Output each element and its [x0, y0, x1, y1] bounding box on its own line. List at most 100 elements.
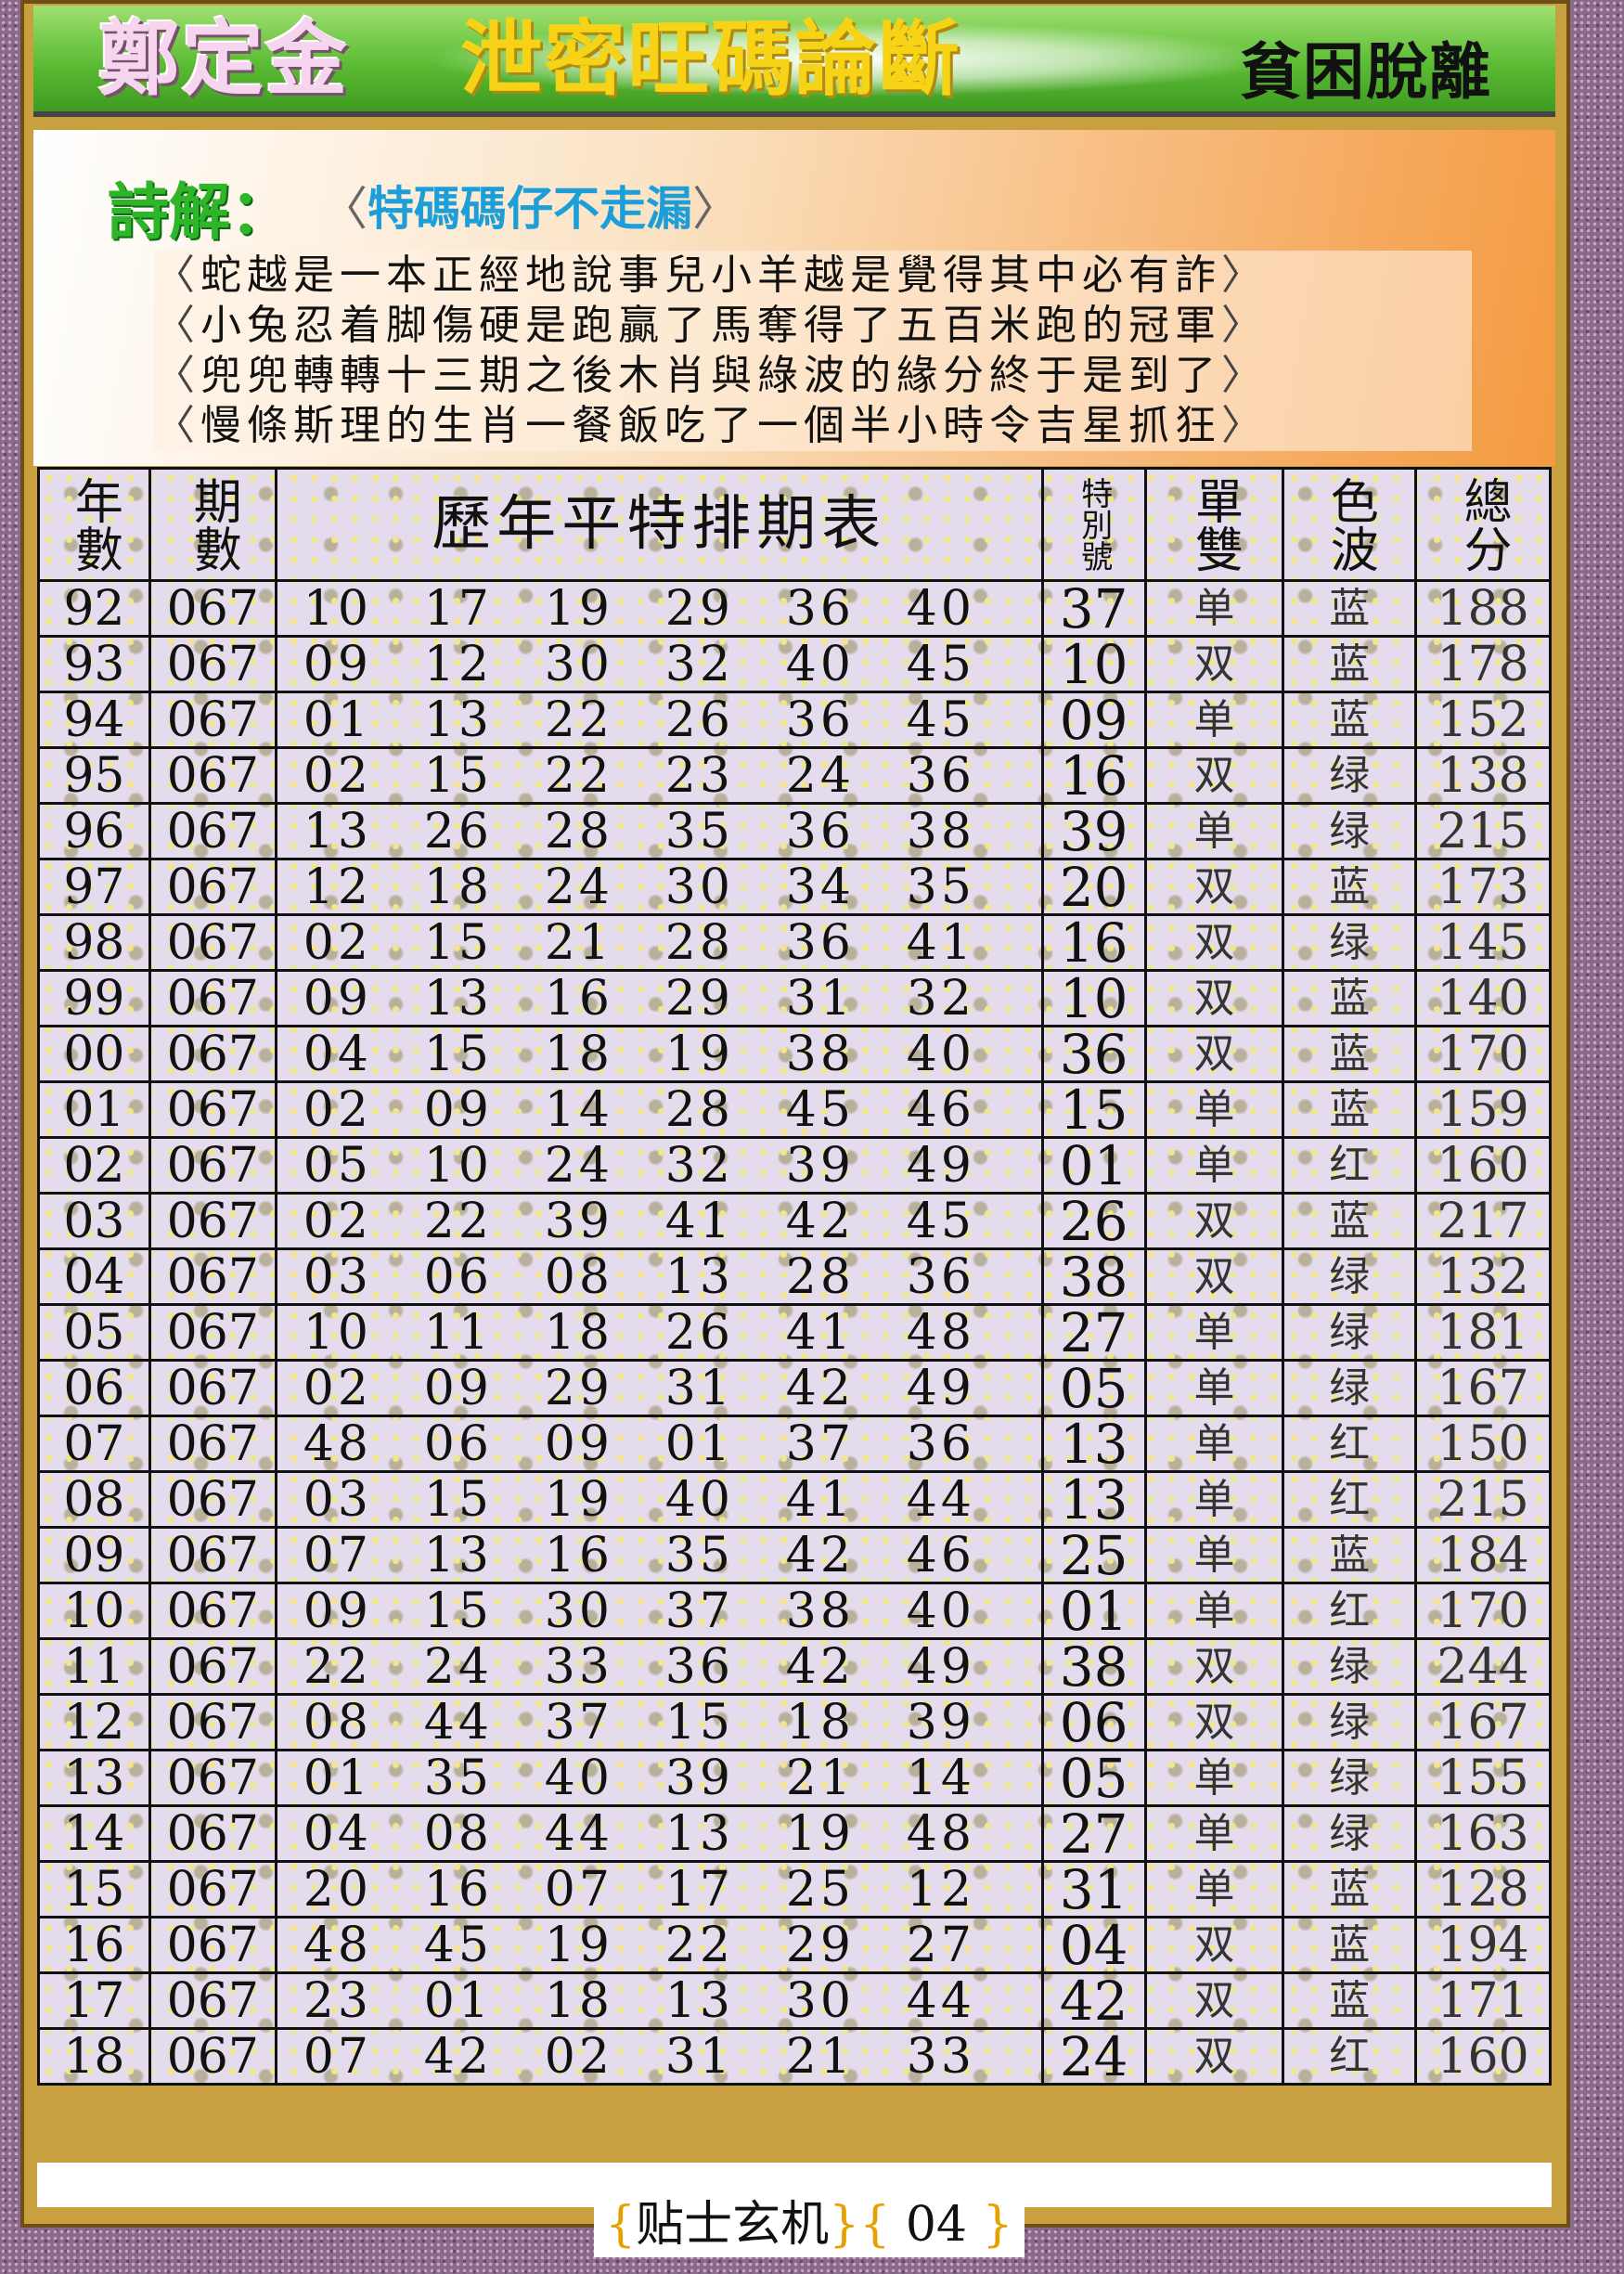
number: 08 — [423, 1805, 493, 1862]
number: 39 — [906, 1694, 975, 1751]
year-cell: 18 — [37, 2027, 151, 2086]
number: 24 — [544, 1137, 613, 1194]
year-cell: 15 — [37, 1860, 151, 1919]
number: 10 — [303, 580, 372, 637]
table-row: 08 067 03 15 19 40 41 44 13 单红 215 — [37, 1470, 1552, 1529]
number: 09 — [303, 636, 372, 692]
number: 42 — [785, 1193, 855, 1249]
number: 40 — [906, 1583, 975, 1639]
color-wave-cell: 红 — [1282, 1470, 1418, 1529]
number: 15 — [423, 1471, 493, 1528]
number: 16 — [544, 970, 613, 1027]
number: 34 — [785, 859, 855, 915]
number: 44 — [544, 1805, 613, 1862]
total-cell: 138 — [1414, 746, 1552, 805]
table-header-row: 年數 期數 歷年平特排期表 特別號 單雙 色波 總分 — [37, 467, 1552, 582]
numbers-cell: 48 06 09 01 37 36 — [274, 1415, 1044, 1473]
number: 46 — [906, 1081, 975, 1138]
number: 42 — [785, 1638, 855, 1695]
numbers-cell: 07 13 16 35 42 46 — [274, 1526, 1044, 1584]
number: 44 — [906, 1972, 975, 2029]
number: 25 — [785, 1861, 855, 1918]
poem-line: 小兔忍着脚傷硬是跑贏了馬奪得了五百米跑的冠軍 — [154, 301, 1472, 351]
color-wave-cell: 红 — [1282, 1415, 1418, 1473]
numbers-cell: 02 09 29 31 42 49 — [274, 1359, 1044, 1417]
issue-cell: 067 — [148, 1693, 277, 1751]
total-cell: 160 — [1414, 1136, 1552, 1195]
number: 48 — [906, 1304, 975, 1361]
number: 19 — [544, 1917, 613, 1973]
number: 04 — [303, 1026, 372, 1082]
number: 26 — [664, 1304, 734, 1361]
number: 10 — [423, 1137, 493, 1194]
total-cell: 152 — [1414, 691, 1552, 749]
total-cell: 163 — [1414, 1804, 1552, 1863]
special-number-cell: 31 — [1040, 1860, 1147, 1919]
table-row: 06 067 02 09 29 31 42 49 05 单绿 167 — [37, 1359, 1552, 1417]
number: 22 — [303, 1638, 372, 1695]
numbers-cell: 12 18 24 30 34 35 — [274, 858, 1044, 916]
special-number-cell: 13 — [1040, 1470, 1147, 1529]
number: 41 — [785, 1304, 855, 1361]
number: 45 — [906, 1193, 975, 1249]
number: 49 — [906, 1638, 975, 1695]
special-number-cell: 10 — [1040, 969, 1147, 1027]
total-cell: 215 — [1414, 802, 1552, 860]
odd-even-cell: 单 — [1143, 1415, 1285, 1473]
total-cell: 167 — [1414, 1693, 1552, 1751]
numbers-cell: 04 15 18 19 38 40 — [274, 1025, 1044, 1083]
total-cell: 184 — [1414, 1526, 1552, 1584]
number: 15 — [664, 1694, 734, 1751]
table-row: 00 067 04 15 18 19 38 40 36 双蓝 170 — [37, 1025, 1552, 1083]
color-wave-cell: 蓝 — [1282, 635, 1418, 693]
special-number-cell: 27 — [1040, 1303, 1147, 1362]
year-cell: 03 — [37, 1192, 151, 1250]
year-cell: 98 — [37, 913, 151, 972]
header-special: 特別號 — [1040, 467, 1147, 582]
number: 31 — [785, 970, 855, 1027]
special-number-cell: 42 — [1040, 1971, 1147, 2030]
header-banner: 鄭定金 泄密旺碼論斷 貧困脫離 — [33, 6, 1555, 117]
odd-even-cell: 单 — [1143, 1136, 1285, 1195]
issue-cell: 067 — [148, 1971, 277, 2030]
odd-even-cell: 双 — [1143, 635, 1285, 693]
year-cell: 96 — [37, 802, 151, 860]
number: 49 — [906, 1137, 975, 1194]
table-row: 98 067 02 15 21 28 36 41 16 双绿 145 — [37, 913, 1552, 972]
special-number-cell: 37 — [1040, 579, 1147, 638]
issue-cell: 067 — [148, 1582, 277, 1640]
color-wave-cell: 蓝 — [1282, 1025, 1418, 1083]
number: 48 — [906, 1805, 975, 1862]
odd-even-cell: 双 — [1143, 913, 1285, 972]
number: 19 — [544, 580, 613, 637]
color-wave-cell: 绿 — [1282, 802, 1418, 860]
special-number-cell: 05 — [1040, 1749, 1147, 1807]
odd-even-cell: 单 — [1143, 1359, 1285, 1417]
number: 20 — [303, 1861, 372, 1918]
odd-even-cell: 单 — [1143, 1303, 1285, 1362]
odd-even-cell: 双 — [1143, 1693, 1285, 1751]
number: 02 — [544, 2028, 613, 2085]
number: 03 — [303, 1471, 372, 1528]
special-number-cell: 25 — [1040, 1526, 1147, 1584]
number: 24 — [544, 859, 613, 915]
issue-cell: 067 — [148, 1470, 277, 1529]
number: 40 — [785, 636, 855, 692]
color-wave-cell: 蓝 — [1282, 969, 1418, 1027]
year-cell: 08 — [37, 1470, 151, 1529]
number: 24 — [785, 747, 855, 804]
number: 37 — [664, 1583, 734, 1639]
number: 36 — [785, 803, 855, 859]
special-number-cell: 24 — [1040, 2027, 1147, 2086]
number: 36 — [664, 1638, 734, 1695]
number: 49 — [906, 1360, 975, 1416]
number: 28 — [664, 914, 734, 971]
number: 16 — [423, 1861, 493, 1918]
special-number-cell: 16 — [1040, 746, 1147, 805]
table-row: 94 067 01 13 22 26 36 45 09 单蓝 152 — [37, 691, 1552, 749]
numbers-cell: 23 01 18 13 30 44 — [274, 1971, 1044, 2030]
color-wave-cell: 蓝 — [1282, 1192, 1418, 1250]
number: 37 — [544, 1694, 613, 1751]
table-row: 16 067 48 45 19 22 29 27 04 双蓝 194 — [37, 1916, 1552, 1974]
table-row: 04 067 03 06 08 13 28 36 38 双绿 132 — [37, 1247, 1552, 1306]
